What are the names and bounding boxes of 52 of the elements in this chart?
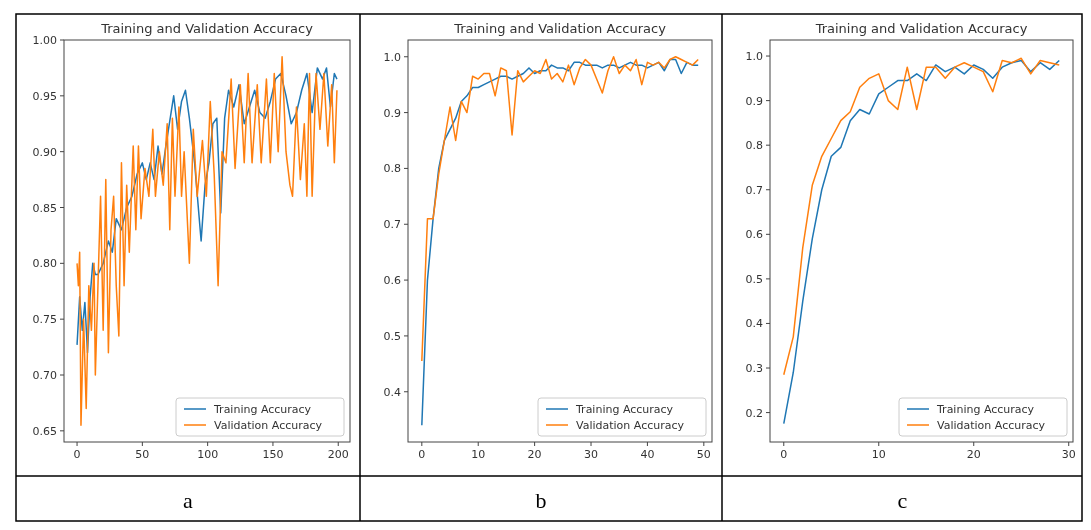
y-tick-label: 0.5 [383,329,401,343]
y-tick-label: 1.0 [745,50,763,64]
y-tick-label: 0.6 [383,274,401,288]
y-tick-label: 0.70 [32,369,57,382]
y-tick-label: 0.2 [745,406,763,420]
y-tick-label: 0.4 [745,317,763,331]
x-tick-label: 150 [262,448,284,461]
y-tick-label: 0.3 [745,362,763,376]
x-tick-label: 30 [584,448,599,461]
x-tick-label: 10 [471,448,486,461]
legend-label: Training Accuracy [936,403,1035,416]
y-tick-label: 0.9 [383,106,401,120]
y-tick-label: 0.5 [745,272,763,286]
text: a [183,488,194,513]
x-tick-label: 50 [135,448,150,461]
x-tick-label: 40 [640,448,655,461]
y-tick-label: 1.0 [383,50,401,64]
y-tick-label: 0.80 [32,257,57,271]
x-tick-label: 0 [418,448,426,461]
y-tick-label: 0.75 [32,313,57,327]
x-tick-label: 20 [966,448,981,461]
y-tick-label: 0.85 [32,201,57,215]
legend-label: Validation Accuracy [576,419,685,432]
chart-title: Training and Validation Accuracy [453,21,667,36]
x-tick-label: 100 [197,448,219,461]
text: b [535,488,547,513]
y-tick-label: 0.8 [383,162,401,176]
y-tick-label: 0.8 [745,139,763,153]
y-tick-label: 0.7 [383,218,401,232]
y-tick-label: 0.9 [745,94,763,108]
text: c [897,488,908,513]
x-tick-label: 200 [327,448,349,461]
chart-title: Training and Validation Accuracy [814,21,1028,36]
x-tick-label: 0 [73,448,81,461]
x-tick-label: 30 [1061,448,1076,461]
y-tick-label: 0.90 [32,145,57,159]
legend-label: Validation Accuracy [214,419,323,432]
y-tick-label: 0.6 [745,228,763,242]
x-tick-label: 10 [871,448,886,461]
legend-label: Training Accuracy [575,403,674,416]
y-tick-label: 0.7 [745,183,763,197]
legend-label: Validation Accuracy [937,419,1046,432]
y-tick-label: 1.00 [32,34,57,47]
x-tick-label: 0 [780,448,788,461]
legend-label: Training Accuracy [213,403,312,416]
chart-title: Training and Validation Accuracy [100,21,314,36]
x-tick-label: 50 [696,448,711,461]
line-series [421,56,699,362]
y-tick-label: 0.4 [383,385,401,399]
y-tick-label: 0.65 [32,424,57,438]
y-tick-label: 0.95 [32,89,57,103]
x-tick-label: 20 [527,448,542,461]
